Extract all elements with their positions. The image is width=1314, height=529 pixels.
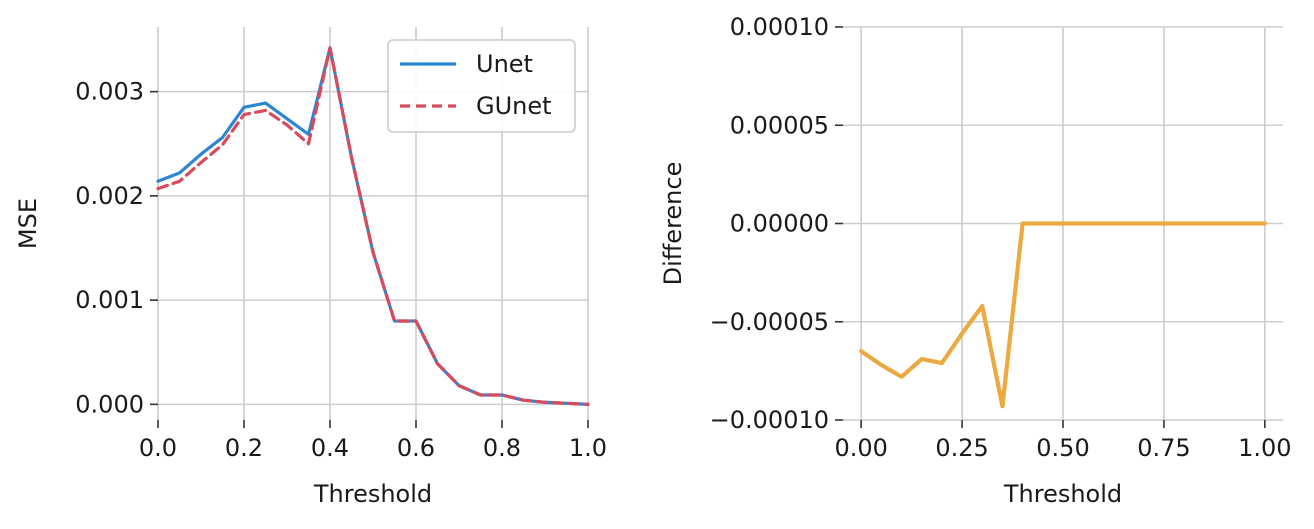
y-tick-label: 0.001 [75,286,144,314]
x-tick-label: 0.50 [1036,434,1089,462]
y-tick-label: −0.00005 [710,308,829,336]
y-tick-label: 0.002 [75,182,144,210]
y-tick-label: −0.00010 [710,406,829,434]
x-tick-label: 0.4 [311,434,349,462]
x-tick-label: 0.00 [834,434,887,462]
x-axis-label: Threshold [1003,480,1122,508]
y-axis: 0.000 0.001 0.002 0.003 [75,78,158,418]
x-tick-label: 0.75 [1137,434,1190,462]
x-tick-label: 0.6 [397,434,435,462]
legend: Unet GUnet [387,39,576,133]
y-tick-label: 0.003 [75,78,144,106]
legend-label: Unet [476,50,533,78]
x-tick-label: 0.25 [935,434,988,462]
x-tick-label: 0.8 [483,434,521,462]
x-axis: 0.0 0.2 0.4 0.6 0.8 1.0 [139,420,607,462]
y-tick-label: 0.000 [75,390,144,418]
x-axis-label: Threshold [313,480,432,508]
x-axis: 0.00 0.25 0.50 0.75 1.00 [834,420,1292,462]
x-tick-label: 1.0 [569,434,607,462]
y-tick-label: 0.00000 [730,210,829,238]
y-tick-label: 0.00005 [730,111,829,139]
y-tick-label: 0.00010 [730,13,829,41]
y-axis: −0.00010 −0.00005 0.00000 0.00005 0.00010 [710,13,843,434]
mse-chart: 0.0 0.2 0.4 0.6 0.8 1.0 0.000 0.001 0.002 0.003 Th… [14,27,607,508]
series-line-gunet [156,46,590,406]
x-tick-label: 0.0 [139,434,177,462]
difference-chart: 0.00 0.25 0.50 0.75 1.00 −0.00010 −0.00005 0.00… [659,13,1292,508]
x-tick-label: 1.00 [1238,434,1291,462]
y-axis-label: Difference [659,162,687,286]
grid [843,26,1283,421]
legend-label: GUnet [476,92,552,120]
x-tick-label: 0.2 [225,434,263,462]
series-line-difference [859,221,1267,409]
y-axis-label: MSE [14,198,42,249]
